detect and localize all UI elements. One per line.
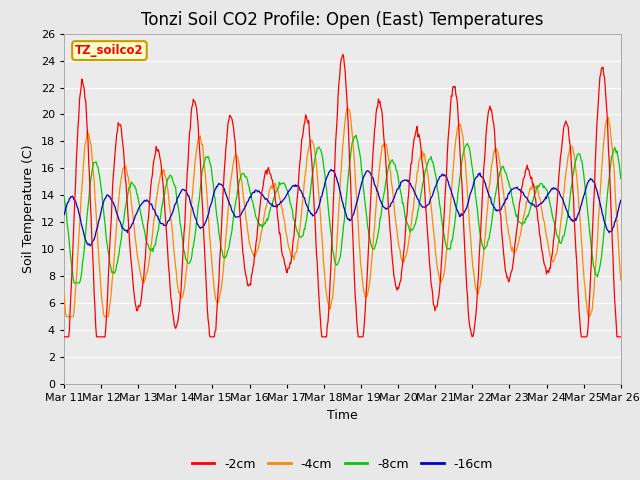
Text: TZ_soilco2: TZ_soilco2 xyxy=(75,44,144,57)
Legend: -2cm, -4cm, -8cm, -16cm: -2cm, -4cm, -8cm, -16cm xyxy=(187,453,498,476)
X-axis label: Time: Time xyxy=(327,408,358,421)
Y-axis label: Soil Temperature (C): Soil Temperature (C) xyxy=(22,144,35,273)
Title: Tonzi Soil CO2 Profile: Open (East) Temperatures: Tonzi Soil CO2 Profile: Open (East) Temp… xyxy=(141,11,543,29)
